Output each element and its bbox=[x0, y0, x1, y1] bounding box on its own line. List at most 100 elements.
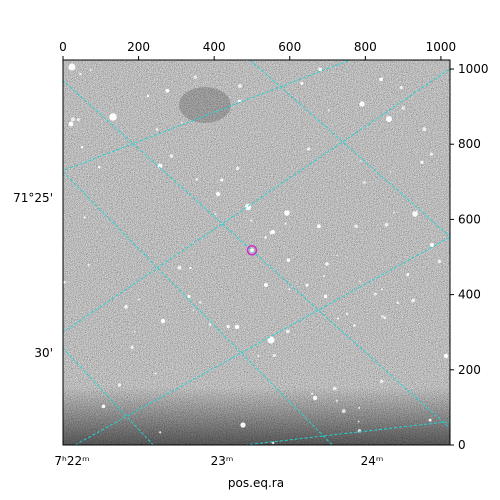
star bbox=[285, 329, 290, 334]
star bbox=[359, 101, 365, 107]
star bbox=[332, 386, 337, 391]
top-tick-label: 1000 bbox=[426, 40, 457, 54]
x-axis-title: pos.eq.ra bbox=[228, 476, 284, 490]
star bbox=[354, 224, 358, 229]
top-tick-label: 800 bbox=[354, 40, 377, 54]
star bbox=[325, 262, 329, 266]
star bbox=[165, 88, 170, 93]
stars bbox=[63, 63, 449, 445]
grid-line bbox=[63, 60, 351, 172]
star bbox=[89, 69, 92, 71]
star bbox=[380, 288, 383, 291]
star bbox=[363, 181, 366, 184]
star bbox=[399, 85, 403, 90]
star bbox=[384, 222, 389, 227]
star bbox=[137, 298, 140, 301]
star bbox=[169, 154, 174, 158]
star bbox=[336, 254, 338, 257]
star bbox=[359, 159, 362, 162]
star bbox=[226, 325, 230, 329]
target-marker bbox=[246, 244, 258, 256]
star bbox=[87, 263, 90, 267]
star bbox=[323, 294, 328, 299]
star bbox=[429, 152, 434, 156]
star bbox=[154, 372, 157, 375]
grid-line bbox=[63, 347, 154, 445]
dec-axis: 71°25' 30' bbox=[13, 191, 53, 360]
star bbox=[83, 216, 86, 219]
right-tick-label: 400 bbox=[458, 288, 481, 302]
ra-axis: 7ʰ22ᵐ 23ᵐ 24ᵐ bbox=[54, 454, 383, 468]
star bbox=[316, 224, 321, 229]
grid-line bbox=[63, 68, 450, 333]
star bbox=[322, 275, 325, 278]
star bbox=[133, 330, 136, 333]
star bbox=[310, 392, 314, 395]
star bbox=[288, 288, 291, 291]
star bbox=[159, 431, 162, 434]
star bbox=[357, 420, 360, 423]
star bbox=[193, 75, 198, 79]
star bbox=[220, 178, 224, 182]
star bbox=[238, 84, 242, 88]
star bbox=[430, 243, 434, 247]
star bbox=[386, 116, 392, 122]
star bbox=[189, 266, 192, 270]
star bbox=[306, 147, 311, 151]
star bbox=[300, 81, 304, 85]
grid-line bbox=[244, 420, 450, 445]
star bbox=[97, 165, 101, 169]
star bbox=[199, 301, 202, 304]
star bbox=[379, 379, 384, 384]
star bbox=[335, 399, 338, 402]
star bbox=[284, 210, 290, 216]
star bbox=[79, 72, 82, 76]
top-pixel-axis: 0 200 400 600 800 1000 bbox=[59, 40, 456, 60]
star bbox=[284, 222, 287, 225]
coordinate-grid bbox=[63, 60, 450, 445]
top-tick-label: 400 bbox=[203, 40, 226, 54]
ra-tick-label: 23ᵐ bbox=[211, 454, 234, 468]
star bbox=[416, 210, 418, 212]
star bbox=[267, 336, 275, 344]
grid-line bbox=[249, 60, 450, 238]
ra-tick-label: 24ᵐ bbox=[361, 454, 384, 468]
star bbox=[286, 258, 291, 263]
star bbox=[192, 309, 195, 311]
star bbox=[353, 324, 356, 327]
right-pixel-axis: 0 200 400 600 800 1000 bbox=[450, 62, 489, 452]
star bbox=[63, 280, 66, 284]
star bbox=[305, 283, 309, 287]
star bbox=[406, 272, 410, 276]
ra-tick-label: 7ʰ22ᵐ bbox=[54, 454, 89, 468]
star bbox=[101, 404, 106, 409]
star bbox=[71, 117, 75, 122]
star bbox=[124, 305, 128, 309]
star bbox=[234, 324, 240, 330]
star bbox=[235, 166, 240, 171]
star bbox=[379, 77, 383, 82]
top-tick-label: 600 bbox=[278, 40, 301, 54]
star bbox=[312, 395, 318, 401]
top-tick-label: 200 bbox=[127, 40, 150, 54]
dec-tick-label: 71°25' bbox=[13, 191, 53, 205]
star bbox=[257, 354, 260, 357]
star bbox=[160, 318, 166, 324]
star bbox=[264, 235, 268, 239]
star bbox=[177, 265, 182, 270]
star bbox=[214, 213, 217, 215]
star bbox=[336, 317, 340, 320]
star bbox=[215, 191, 221, 197]
star bbox=[208, 323, 212, 326]
star bbox=[76, 117, 80, 122]
star bbox=[318, 67, 322, 72]
star bbox=[358, 406, 361, 409]
star bbox=[80, 145, 84, 149]
star bbox=[272, 353, 276, 358]
star bbox=[240, 422, 246, 428]
star bbox=[155, 128, 159, 131]
star bbox=[443, 353, 449, 359]
star bbox=[428, 418, 432, 422]
star bbox=[383, 316, 387, 320]
